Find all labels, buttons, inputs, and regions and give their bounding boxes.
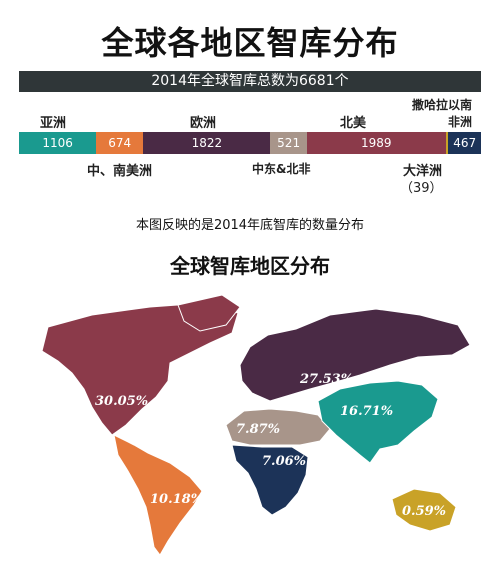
pct-north-america: 30.05% xyxy=(95,394,148,409)
seg-subsaharan: 467 xyxy=(448,132,481,154)
label-mena: 中东&北非 xyxy=(252,162,311,176)
seg-europe: 1822 xyxy=(143,132,271,154)
label-europe: 欧洲 xyxy=(190,116,217,131)
label-subsaharan-line2: 非洲 xyxy=(448,115,473,129)
map-title: 全球智库地区分布 xyxy=(170,254,330,278)
seg-asia: 1106 xyxy=(19,132,97,154)
chart-note: 本图反映的是2014年底智库的数量分布 xyxy=(135,218,365,233)
seg-latin-america: 674 xyxy=(96,132,144,154)
label-latin-america: 中、南美洲 xyxy=(87,164,153,179)
total-banner: 2014年全球智库总数为6681个 xyxy=(19,71,481,92)
region-greenland xyxy=(177,294,241,332)
seg-oceania xyxy=(445,132,449,154)
region-mena xyxy=(225,408,331,446)
pct-subsaharan: 7.06% xyxy=(262,454,306,469)
pct-asia: 16.71% xyxy=(340,404,393,419)
pct-mena: 7.87% xyxy=(236,422,280,437)
label-oceania: 大洋洲 xyxy=(403,164,443,179)
region-latin-america xyxy=(113,434,203,556)
pct-europe: 27.53% xyxy=(299,372,353,387)
page-title: 全球各地区智库分布 xyxy=(101,24,399,62)
region-europe xyxy=(239,308,471,402)
region-oceania xyxy=(391,488,457,532)
region-subsaharan xyxy=(231,444,309,516)
label-north-america: 北美 xyxy=(340,116,367,131)
label-asia: 亚洲 xyxy=(40,116,67,131)
label-oceania-value: （39） xyxy=(400,181,443,196)
seg-north-america: 1989 xyxy=(306,132,446,154)
region-asia xyxy=(317,380,439,464)
stacked-bar: 1106 674 1822 521 1989 467 xyxy=(19,132,481,154)
seg-mena: 521 xyxy=(270,132,307,154)
world-map: 30.05% 10.18% 27.53% 7.87% 16.71% 7.06% … xyxy=(41,294,471,556)
label-subsaharan-line1: 撒哈拉以南 xyxy=(412,98,473,112)
pct-latin-america: 10.18% xyxy=(150,492,203,507)
pct-oceania: 0.59% xyxy=(402,504,446,519)
